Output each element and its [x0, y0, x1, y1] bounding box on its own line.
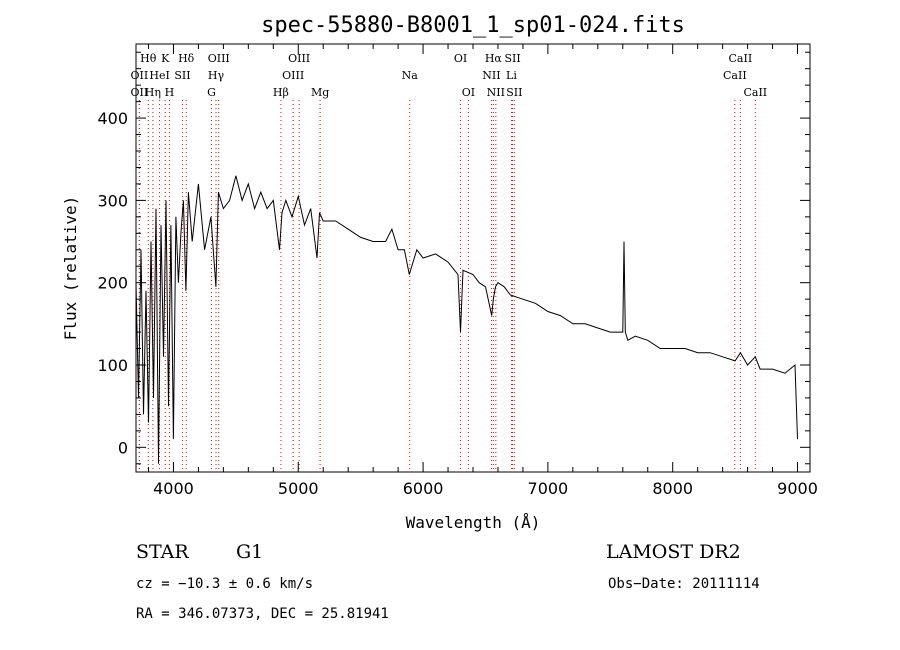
spectral-line-label: OI: [454, 52, 467, 65]
spectral-line-label: OI: [462, 86, 475, 99]
spectral-line-label: Hη: [145, 86, 161, 99]
spectrum-series: [135, 175, 798, 464]
spectral-line-label: OIII: [288, 52, 310, 65]
spectral-line-label: Hγ: [208, 69, 225, 82]
x-tick-label: 7000: [528, 479, 569, 498]
spectral-line-label: OII: [131, 69, 149, 82]
x-tick-label: 6000: [403, 479, 444, 498]
y-tick-label: 0: [118, 438, 128, 457]
y-tick-label: 400: [97, 109, 128, 128]
spectral-line-label: Hα: [485, 52, 503, 65]
y-axis-label: Flux (relative): [61, 196, 80, 341]
object-subclass: G1: [236, 541, 264, 563]
spectral-line-label: CaII: [723, 69, 747, 82]
spectral-line-label: G: [207, 86, 216, 99]
spectral-line-label: Li: [506, 69, 517, 82]
spectral-line-label: HeI: [149, 69, 169, 82]
spectral-line-label: Hβ: [273, 86, 289, 99]
spectral-line-label: Mg: [311, 86, 329, 99]
coordinates: RA = 346.07373, DEC = 25.81941: [136, 606, 389, 622]
spectral-line-label: OIII: [282, 69, 304, 82]
survey-label: LAMOST DR2: [606, 541, 741, 563]
spectral-line-label: NII: [487, 86, 505, 99]
plot-frame: [135, 43, 811, 473]
spectral-line-label: OII: [131, 86, 149, 99]
y-tick-label: 300: [97, 191, 128, 210]
y-tick-label: 100: [97, 356, 128, 375]
object-class: STAR: [136, 541, 189, 563]
spectral-line-label: H: [165, 86, 175, 99]
x-tick-label: 5000: [278, 479, 319, 498]
spectral-line-label: OIII: [208, 52, 230, 65]
spectral-line-label: CaII: [729, 52, 753, 65]
spectral-line-label: Na: [402, 69, 419, 82]
spectral-line-label: SII: [174, 69, 190, 82]
spectral-line-label: K: [161, 52, 170, 65]
spectral-line-label: Hδ: [178, 52, 195, 65]
spectral-line-label: Hθ: [140, 52, 157, 65]
x-tick-label: 8000: [652, 479, 693, 498]
obs-date: Obs−Date: 20111114: [608, 576, 760, 592]
redshift-cz: cz = −10.3 ± 0.6 km/s: [136, 576, 314, 592]
spectral-line-label: CaII: [743, 86, 767, 99]
spectral-line-label: SII: [504, 52, 520, 65]
y-tick-label: 200: [97, 274, 128, 293]
spectral-line-label: SII: [506, 86, 522, 99]
spectral-line-label: NII: [482, 69, 500, 82]
x-tick-label: 4000: [153, 479, 194, 498]
x-tick-label: 9000: [777, 479, 818, 498]
x-axis-label: Wavelength (Å): [406, 513, 541, 532]
chart-title: spec-55880-B8001_1_sp01-024.fits: [261, 13, 685, 38]
